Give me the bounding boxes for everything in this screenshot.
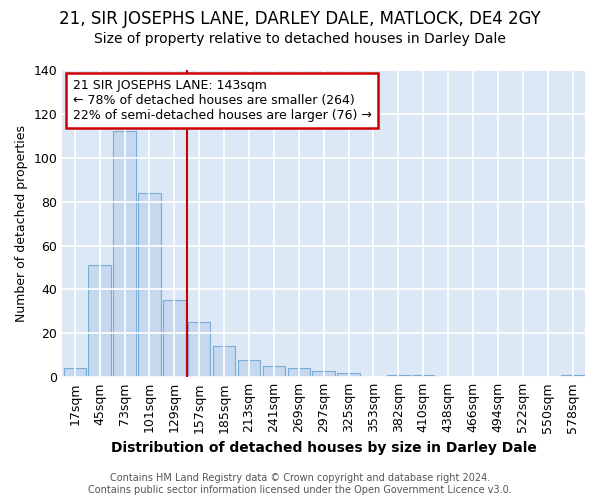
Bar <box>163 300 185 377</box>
Bar <box>138 193 161 377</box>
Bar <box>263 366 285 377</box>
X-axis label: Distribution of detached houses by size in Darley Dale: Distribution of detached houses by size … <box>111 441 536 455</box>
Bar <box>337 373 360 377</box>
Bar <box>412 375 434 377</box>
Bar <box>188 322 211 377</box>
Bar <box>64 368 86 377</box>
Bar <box>562 375 584 377</box>
Bar <box>313 370 335 377</box>
Bar <box>88 266 111 377</box>
Bar <box>387 375 410 377</box>
Bar <box>238 360 260 377</box>
Text: Size of property relative to detached houses in Darley Dale: Size of property relative to detached ho… <box>94 32 506 46</box>
Bar <box>213 346 235 377</box>
Y-axis label: Number of detached properties: Number of detached properties <box>15 125 28 322</box>
Text: 21, SIR JOSEPHS LANE, DARLEY DALE, MATLOCK, DE4 2GY: 21, SIR JOSEPHS LANE, DARLEY DALE, MATLO… <box>59 10 541 28</box>
Bar <box>287 368 310 377</box>
Text: Contains HM Land Registry data © Crown copyright and database right 2024.
Contai: Contains HM Land Registry data © Crown c… <box>88 474 512 495</box>
Bar <box>113 132 136 377</box>
Text: 21 SIR JOSEPHS LANE: 143sqm
← 78% of detached houses are smaller (264)
22% of se: 21 SIR JOSEPHS LANE: 143sqm ← 78% of det… <box>73 79 371 122</box>
